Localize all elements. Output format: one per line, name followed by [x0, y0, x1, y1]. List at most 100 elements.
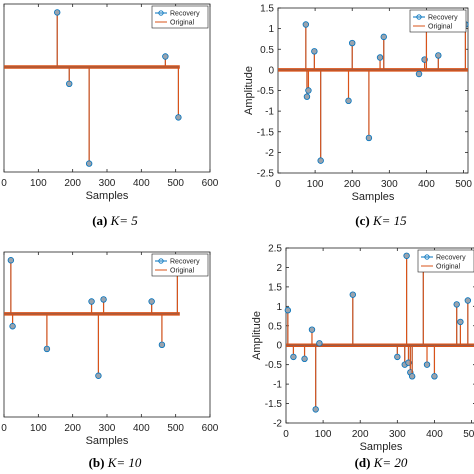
x-axis-label: Samples: [360, 441, 403, 453]
x-tick-label: 600: [202, 178, 219, 189]
legend-entry: Original: [170, 20, 195, 27]
y-tick-label: 0.5: [260, 45, 274, 56]
x-axis-label: Samples: [86, 435, 129, 447]
y-tick-label: -2: [273, 419, 282, 430]
chart-3: 0 100 200 300 400 500 -2 -1.5 -1 -0.5 0 0.5 1 1.5 2 2.5…: [251, 244, 474, 453]
data-point: [301, 355, 308, 363]
plot-area: [3, 251, 211, 418]
data-point: [311, 48, 318, 55]
y-tick-label: 0: [276, 341, 282, 352]
legend-marker: [158, 10, 164, 16]
y-tick-label: 0: [268, 65, 274, 76]
data-point: [312, 406, 319, 413]
data-point: [435, 52, 442, 59]
y-tick-label: -1: [265, 107, 274, 118]
data-point: [308, 326, 316, 333]
x-tick-label: 300: [99, 178, 116, 189]
data-point: [158, 341, 166, 349]
data-point: [100, 296, 107, 303]
x-tick-label: 600: [202, 423, 219, 434]
data-point: [162, 53, 169, 60]
x-tick-label: 100: [30, 178, 47, 189]
caption-a: (a) K= 5: [92, 213, 138, 228]
y-tick-label: 1: [268, 24, 274, 35]
x-tick-label: 500: [167, 423, 184, 434]
data-point: [457, 318, 464, 326]
data-point: [464, 297, 472, 304]
legend-entry: Original: [170, 268, 195, 275]
chart-2: 0 100 200 300 400 500 600 Samples Recovery Origin…: [1, 251, 219, 447]
x-axis-label: Samples: [86, 190, 129, 202]
data-point: [95, 372, 102, 379]
x-axis-label: Samples: [352, 191, 395, 203]
x-tick-label: 400: [426, 429, 443, 440]
data-point: [43, 345, 51, 353]
data-point: [403, 252, 410, 259]
x-tick-label: 300: [381, 179, 398, 190]
data-point: [349, 39, 356, 47]
x-tick-label: 100: [307, 179, 324, 190]
plot-area: [285, 247, 474, 424]
y-tick-label: 2: [276, 263, 282, 274]
x-tick-label: 0: [283, 429, 289, 440]
data-point: [284, 307, 292, 314]
data-point: [305, 87, 312, 94]
data-point: [66, 80, 73, 87]
caption-b: (b) K= 10: [88, 455, 142, 470]
legend-marker: [416, 14, 422, 20]
x-tick-label: 200: [64, 423, 81, 434]
x-tick-label: 400: [418, 179, 435, 190]
data-point: [431, 373, 438, 380]
y-tick-label: 1.5: [260, 4, 274, 15]
data-point: [85, 160, 93, 167]
x-tick-label: 300: [389, 429, 406, 440]
data-point: [423, 361, 431, 368]
y-tick-label: 2.5: [268, 244, 282, 255]
data-point: [453, 301, 460, 308]
data-point: [88, 298, 95, 305]
data-point: [7, 257, 15, 264]
data-point: [376, 54, 384, 61]
data-point: [148, 298, 155, 305]
x-tick-label: 200: [64, 178, 81, 189]
y-tick-label: -2.5: [257, 169, 275, 180]
data-point: [365, 134, 373, 142]
y-tick-label: 1: [276, 302, 282, 313]
x-tick-label: 500: [463, 429, 474, 440]
legend-entry: Recovery: [170, 259, 200, 266]
x-tick-label: 200: [344, 179, 361, 190]
data-point: [317, 157, 324, 164]
legend-entry: Recovery: [436, 255, 466, 262]
y-tick-label: -1: [273, 380, 282, 391]
legend-entry: Original: [436, 264, 461, 271]
x-tick-label: 0: [1, 423, 7, 434]
x-tick-label: 100: [30, 423, 47, 434]
x-tick-label: 0: [1, 178, 7, 189]
legend-entry: Recovery: [170, 11, 200, 18]
data-point: [9, 323, 16, 330]
y-tick-label: -1.5: [257, 127, 275, 138]
legend-entry: Original: [428, 24, 453, 31]
y-tick-label: -2: [265, 148, 274, 159]
data-point: [54, 9, 61, 16]
x-tick-label: 100: [315, 429, 332, 440]
legend-marker: [158, 258, 164, 264]
legend-entry: Recovery: [428, 15, 458, 22]
data-point: [394, 353, 401, 361]
x-tick-label: 400: [133, 423, 150, 434]
y-tick-label: 1.5: [268, 282, 282, 293]
x-tick-label: 400: [133, 178, 150, 189]
y-axis-label: Amplitude: [251, 311, 263, 360]
y-tick-label: -0.5: [257, 86, 275, 97]
x-tick-label: 0: [275, 179, 281, 190]
caption-c: (c) K= 15: [355, 213, 407, 228]
chart-1: 0 100 200 300 400 500 -2.5 -2 -1.5 -1 -0.5 0 0.5 1 1.5…: [243, 4, 472, 204]
caption-d: (d) K= 20: [354, 455, 408, 470]
data-point: [349, 291, 356, 298]
chart-0: 0 100 200 300 400 500 600 Samples Recovery Origin…: [1, 3, 219, 202]
data-point: [303, 93, 311, 100]
y-tick-label: 0.5: [268, 321, 282, 332]
y-tick-label: -1.5: [265, 399, 283, 410]
y-tick-label: -0.5: [265, 360, 283, 371]
